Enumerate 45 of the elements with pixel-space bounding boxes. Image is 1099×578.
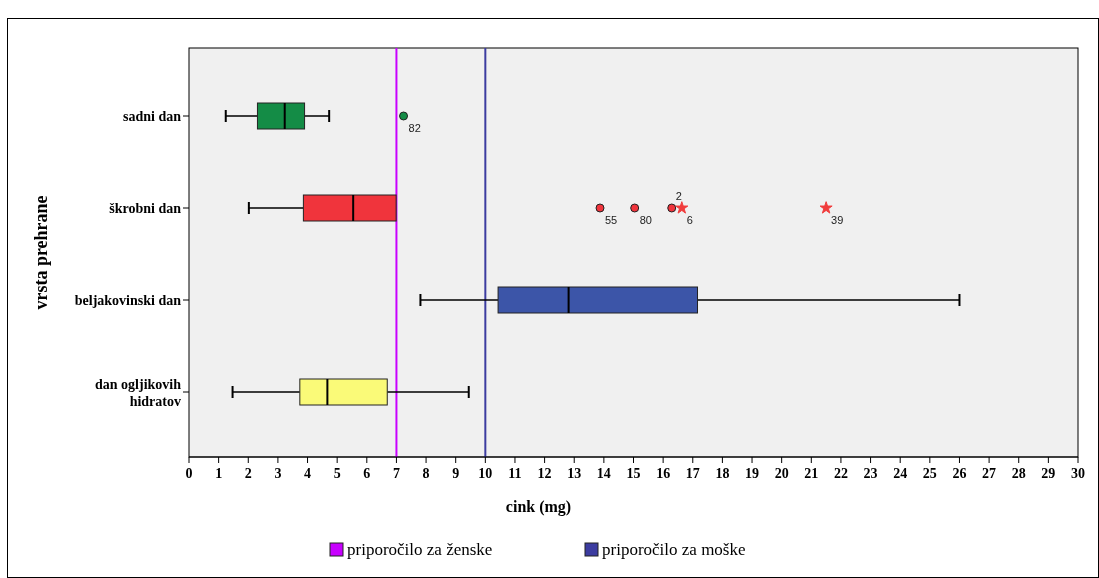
y-tick-label: sadni dan — [123, 109, 182, 124]
annotation: 80 — [639, 214, 652, 226]
legend-label: priporočilo za ženske — [347, 540, 493, 559]
x-tick-label: 17 — [685, 466, 700, 481]
y-tick-label: beljakovinski dan — [74, 293, 182, 308]
x-tick-label: 22 — [833, 466, 848, 481]
x-tick-label: 15 — [626, 466, 641, 481]
x-tick-label: 30 — [1071, 466, 1085, 481]
x-tick-label: 19 — [745, 466, 760, 481]
x-tick-label: 27 — [982, 466, 997, 481]
x-tick-label: 0 — [185, 466, 193, 481]
x-tick-label: 28 — [1011, 466, 1026, 481]
y-tick-label: dan ogljikovih hidratov — [95, 377, 182, 409]
x-tick-label: 4 — [304, 466, 312, 481]
x-tick-label: 11 — [508, 466, 522, 481]
x-tick-label: 25 — [922, 466, 937, 481]
x-tick-label: 20 — [774, 466, 789, 481]
annotation: 82 — [408, 122, 421, 134]
x-tick-label: 12 — [537, 466, 552, 481]
x-tick-label: 26 — [952, 466, 967, 481]
x-tick-label: 14 — [596, 466, 611, 481]
x-tick-label: 7 — [392, 466, 400, 481]
y-tick-label: škrobni dan — [109, 201, 182, 216]
x-tick-label: 23 — [863, 466, 878, 481]
x-tick-label: 8 — [422, 466, 430, 481]
x-tick-label: 18 — [715, 466, 730, 481]
x-tick-label: 1 — [215, 466, 223, 481]
annotation: 39 — [831, 214, 844, 226]
annotation: 6 — [686, 214, 693, 226]
x-tick-label: 6 — [363, 466, 371, 481]
y-axis-title: vrsta prehrane — [31, 195, 51, 310]
x-tick-label: 2 — [244, 466, 252, 481]
x-tick-label: 13 — [567, 466, 582, 481]
annotation: 55 — [605, 214, 618, 226]
annotation: 2 — [675, 190, 682, 202]
x-tick-label: 29 — [1041, 466, 1056, 481]
x-tick-label: 24 — [893, 466, 908, 481]
x-tick-label: 5 — [333, 466, 341, 481]
x-tick-label: 3 — [274, 466, 282, 481]
x-tick-label: 9 — [452, 466, 460, 481]
x-tick-label: 16 — [656, 466, 671, 481]
legend-label: priporočilo za moške — [602, 540, 746, 559]
x-tick-label: 10 — [478, 466, 493, 481]
x-tick-label: 21 — [804, 466, 819, 481]
x-axis-title: cink (mg) — [505, 498, 572, 516]
